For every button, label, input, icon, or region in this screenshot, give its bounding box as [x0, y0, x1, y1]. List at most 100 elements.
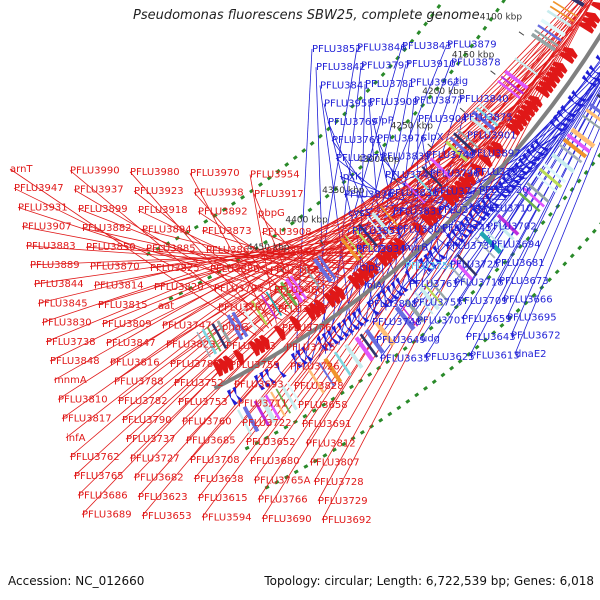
- gene-label: phaG: [222, 322, 249, 333]
- gene-label: tig: [455, 76, 468, 87]
- plus-gene-arrow: [226, 389, 238, 406]
- minus-gene-arrow: [538, 80, 554, 94]
- cog-tile: [275, 388, 292, 414]
- minus-gene-arrow: [470, 163, 485, 177]
- plus-gene-arrow: [485, 193, 500, 208]
- cog-tile: [585, 108, 600, 122]
- label-leader-line: [404, 98, 590, 267]
- tick-label: 4350 kbp: [322, 186, 365, 196]
- label-leader-line: [65, 54, 558, 439]
- gene-label: PFLU3814: [94, 281, 144, 292]
- gene-label: PFLU3652: [246, 437, 296, 448]
- cog-tile: [552, 0, 578, 18]
- cog-tile: [404, 298, 425, 323]
- plus-gene-arrow: [264, 368, 276, 385]
- gene-label: PFLU3727: [130, 453, 180, 464]
- gene-label: PFLU3690: [262, 514, 312, 525]
- gene-label: PFLU3649: [376, 335, 426, 346]
- cog-tile: [456, 254, 478, 277]
- minus-gene-labels: arnT PFLU3990 PFLU3980 PFLU3970 PFLU3954 PFLU…: [10, 164, 372, 526]
- cog-tile: [550, 152, 576, 174]
- gene-label: PFLU3796: [430, 168, 480, 179]
- gene-label: PFLU3907: [22, 222, 72, 233]
- gene-label: PFLU3872: [336, 153, 386, 164]
- cog-tile: [492, 218, 515, 241]
- gene-label: PFLU3769: [328, 117, 378, 128]
- cog-tile: [201, 328, 218, 355]
- label-leader-line: [457, 82, 600, 302]
- label-leader-line: [137, 0, 583, 498]
- plus-gene-arrow: [476, 202, 491, 217]
- cog-tile: [231, 311, 249, 338]
- cog-tile: [414, 291, 434, 315]
- gene-label: PFLU3635: [380, 353, 430, 364]
- label-leader-line: [293, 105, 520, 387]
- label-leader-line: [317, 44, 448, 359]
- minus-gene-arrow: [462, 171, 477, 186]
- gene-label: PFLU3807: [310, 458, 360, 469]
- cog-tile: [581, 114, 600, 130]
- cog-tile: [371, 211, 392, 236]
- gene-label: PFLU3787: [170, 359, 220, 370]
- gene-label: PFLU3797: [361, 61, 411, 72]
- label-leader-line: [380, 156, 460, 249]
- cog-tile: [237, 409, 253, 436]
- cog-tile: [270, 391, 286, 417]
- gene-label: cysS: [348, 208, 371, 219]
- gene-label: PFLU3879: [447, 40, 497, 51]
- cog-tile: [445, 140, 468, 162]
- gene-label: PFLU3833: [393, 206, 443, 217]
- plus-gene-arrow: [450, 228, 465, 243]
- cog-tile: [542, 163, 567, 184]
- label-leader-line: [338, 64, 407, 345]
- label-leader-line: [213, 218, 415, 289]
- gene-label: PFLU3752: [174, 378, 224, 389]
- cog-tile: [538, 167, 563, 189]
- plus-gene-arrow: [518, 157, 533, 171]
- gene-label: PFLU3815: [98, 300, 148, 311]
- gene-label: PFLU3867: [278, 304, 328, 315]
- gene-label: PFLU3808: [368, 299, 418, 310]
- gene-label: PFLU3762: [70, 452, 120, 463]
- plus-gene-arrow: [259, 371, 271, 388]
- plus-gene-arrow: [560, 104, 576, 118]
- feature-tracks: [196, 0, 600, 436]
- plus-gene-arrow: [446, 232, 460, 248]
- minus-gene-arrow: [562, 46, 578, 59]
- gene-label: PFLU3749: [426, 150, 476, 161]
- gene-label: PFLU3615: [198, 493, 248, 504]
- gene-label: PFLU3702: [487, 222, 537, 233]
- plus-gene-arrow: [468, 211, 483, 226]
- plus-gene-arrow: [253, 374, 266, 391]
- tick-label: 4300 kbp: [357, 155, 400, 165]
- gene-label: PFLU3747: [162, 320, 212, 331]
- plus-gene-arrow: [290, 352, 303, 369]
- gene-label: PFLU3623: [138, 492, 188, 503]
- gene-label: PFLU3666: [503, 294, 553, 305]
- cog-tile: [211, 323, 228, 349]
- plus-gene-arrow: [501, 175, 517, 190]
- cog-tile: [518, 191, 541, 213]
- genome-summary: Topology: circular; Length: 6,722,539 bp…: [264, 574, 594, 588]
- label-leader-line: [237, 86, 534, 404]
- gene-label: PFLU3836: [389, 188, 439, 199]
- gene-label: PFLU3729: [318, 496, 368, 507]
- cog-tile: [526, 182, 550, 203]
- gene-label: PFLU3691: [302, 419, 352, 430]
- gene-label: PFLU3693: [234, 379, 284, 390]
- gene-label: PFLU3809: [102, 319, 152, 330]
- minus-gene-arrow: [273, 325, 286, 341]
- cog-tile: [471, 110, 496, 132]
- gene-label: PFLU3737: [126, 434, 176, 445]
- minus-gene-arrow: [222, 355, 234, 372]
- gene-label: PFLU3840: [459, 94, 509, 105]
- gene-label: PFLU3873: [202, 226, 252, 237]
- gene-label: pbpG: [258, 208, 285, 219]
- plus-gene-arrow: [480, 198, 496, 213]
- label-leader-line: [189, 173, 273, 327]
- gene-label: PFLU3843: [402, 41, 452, 52]
- plus-gene-arrow: [376, 292, 390, 308]
- label-leader-line: [273, 215, 418, 291]
- cog-tile: [522, 186, 545, 208]
